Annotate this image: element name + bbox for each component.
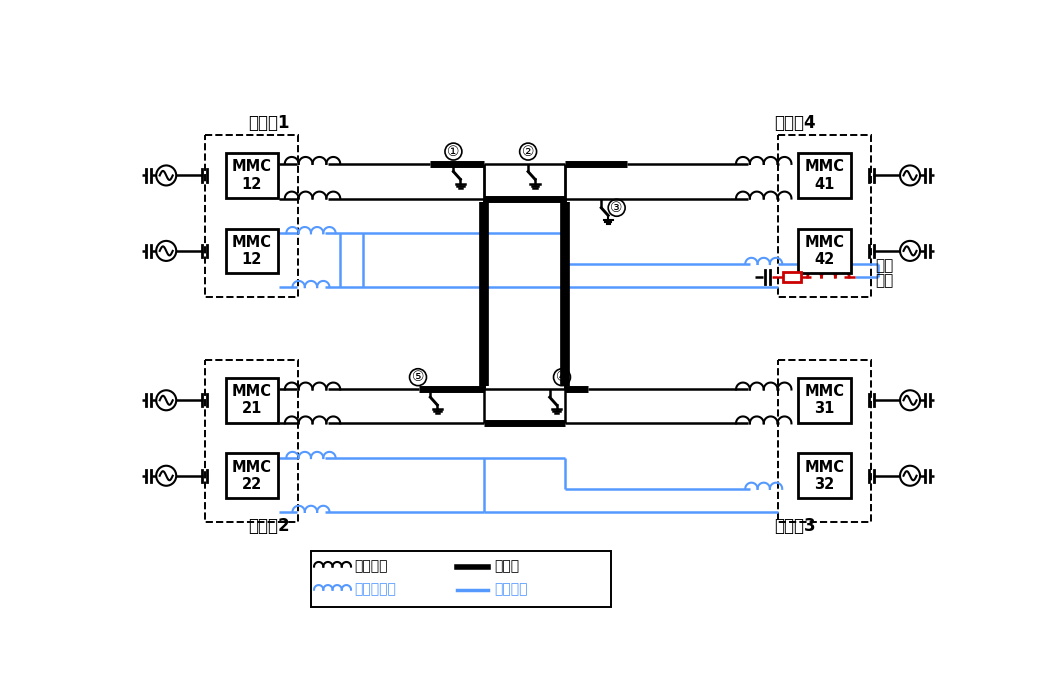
Text: 中性线电抗: 中性线电抗 bbox=[354, 583, 396, 597]
Text: ③: ③ bbox=[610, 201, 623, 215]
Text: MMC
32: MMC 32 bbox=[804, 459, 844, 492]
Text: 换流站4: 换流站4 bbox=[775, 113, 816, 131]
Text: 阻抗: 阻抗 bbox=[876, 273, 894, 289]
Bar bbox=[206, 136, 298, 297]
Bar bbox=[798, 453, 850, 498]
Bar bbox=[226, 228, 278, 273]
Text: ⑤: ⑤ bbox=[412, 370, 424, 384]
Bar bbox=[206, 361, 298, 522]
Bar bbox=[311, 552, 611, 607]
Text: 接地: 接地 bbox=[876, 258, 894, 273]
Text: MMC
12: MMC 12 bbox=[232, 159, 272, 192]
Bar bbox=[798, 228, 850, 273]
Text: MMC
42: MMC 42 bbox=[804, 235, 844, 267]
Text: MMC
12: MMC 12 bbox=[232, 235, 272, 267]
Text: 换流站1: 换流站1 bbox=[248, 113, 290, 131]
Text: MMC
31: MMC 31 bbox=[804, 384, 844, 417]
Bar bbox=[778, 361, 870, 522]
Text: MMC
22: MMC 22 bbox=[232, 459, 272, 492]
Bar bbox=[783, 272, 801, 282]
Bar bbox=[226, 453, 278, 498]
Bar bbox=[226, 153, 278, 198]
Text: ①: ① bbox=[447, 145, 460, 158]
Text: ④: ④ bbox=[555, 370, 568, 384]
Text: ②: ② bbox=[522, 145, 534, 158]
Text: MMC
41: MMC 41 bbox=[804, 159, 844, 192]
Text: 金属回线: 金属回线 bbox=[495, 583, 528, 597]
Text: 直流电抗: 直流电抗 bbox=[354, 560, 387, 574]
Bar bbox=[226, 378, 278, 423]
Text: 换流站2: 换流站2 bbox=[248, 517, 290, 535]
Bar bbox=[798, 153, 850, 198]
Bar bbox=[798, 378, 850, 423]
Text: MMC
21: MMC 21 bbox=[232, 384, 272, 417]
Bar bbox=[778, 136, 870, 297]
Text: 架空线: 架空线 bbox=[495, 560, 520, 574]
Text: 换流站3: 换流站3 bbox=[775, 517, 816, 535]
